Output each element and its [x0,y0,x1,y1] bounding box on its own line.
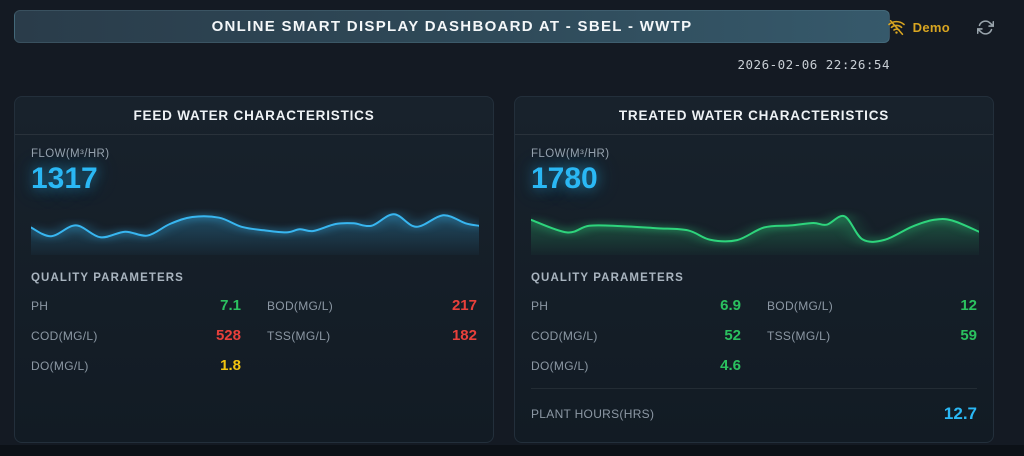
parameter-label: PH [531,298,549,313]
parameter-value: 12 [960,297,977,314]
feed-flow-trend-chart [31,205,479,255]
page-title: ONLINE SMART DISPLAY DASHBOARD AT - SBEL… [211,18,693,35]
feed-flow-value: 1317 [31,162,98,195]
parameter-row-bod: BOD(MG/L) 217 [267,291,477,321]
treated-flow-value: 1780 [531,162,598,195]
parameter-value: 6.9 [720,297,741,314]
feed-flow-label: FLOW(M³/HR) [31,148,110,160]
treated-chart-area [531,215,979,255]
parameter-row-ph: PH 7.1 [31,291,241,321]
dashboard-title-bar: ONLINE SMART DISPLAY DASHBOARD AT - SBEL… [14,10,890,43]
parameter-label: COD(MG/L) [531,328,598,343]
feed-card-body: FLOW(M³/HR) 1317 QUALITY PARAMETERS PH 7… [15,135,493,381]
parameter-label: PH [31,298,49,313]
bottom-band [0,445,1024,456]
current-datetime: 2026-02-06 22:26:54 [737,57,890,72]
parameter-value: 1.8 [220,357,241,374]
treated-chart-line [531,215,979,241]
parameter-row-bod: BOD(MG/L) 12 [767,291,977,321]
parameter-value: 182 [451,327,477,344]
treated-card-body: FLOW(M³/HR) 1780 QUALITY PARAMETERS PH 6… [515,135,993,424]
treated-card-header: TREATED WATER CHARACTERISTICS [515,97,993,135]
parameter-label: BOD(MG/L) [767,298,834,313]
refresh-button[interactable] [977,19,994,36]
parameter-row-do: DO(MG/L) 1.8 [31,351,241,381]
feed-chart-area [31,213,479,255]
treated-flow-label: FLOW(M³/HR) [531,148,610,160]
parameter-row-cod: COD(MG/L) 52 [531,321,741,351]
treated-card-title: TREATED WATER CHARACTERISTICS [618,108,890,123]
wifi-off-icon [887,19,905,35]
parameter-row-tss: TSS(MG/L) 59 [767,321,977,351]
parameter-label: TSS(MG/L) [267,328,331,343]
parameter-row-cod: COD(MG/L) 528 [31,321,241,351]
feed-water-card: FEED WATER CHARACTERISTICS FLOW(M³/HR) 1… [14,96,494,443]
parameter-row-ph: PH 6.9 [531,291,741,321]
parameter-value: 528 [215,327,241,344]
parameter-label: TSS(MG/L) [767,328,831,343]
treated-flow-trend-chart [531,205,979,255]
parameter-value: 217 [451,297,477,314]
treated-parameter-grid: PH 6.9 BOD(MG/L) 12 COD(MG/L) 52 TSS(MG/… [531,291,977,381]
parameter-row-do: DO(MG/L) 4.6 [531,351,741,381]
plant-hours-value: 12.7 [943,403,977,423]
parameter-label: DO(MG/L) [531,358,589,373]
feed-card-header: FEED WATER CHARACTERISTICS [15,97,493,135]
parameter-value: 4.6 [720,357,741,374]
connection-status: Demo [887,14,994,40]
parameter-label: COD(MG/L) [31,328,98,343]
parameter-label: DO(MG/L) [31,358,89,373]
treated-water-card: TREATED WATER CHARACTERISTICS FLOW(M³/HR… [514,96,994,443]
cards-row: FEED WATER CHARACTERISTICS FLOW(M³/HR) 1… [14,96,994,443]
plant-hours-row: PLANT HOURS(HRS) 12.7 [531,387,977,424]
feed-card-title: FEED WATER CHARACTERISTICS [133,108,375,123]
feed-parameter-grid: PH 7.1 BOD(MG/L) 217 COD(MG/L) 528 TSS(M… [31,291,477,381]
feed-chart-line [31,214,479,237]
parameter-row-tss: TSS(MG/L) 182 [267,321,477,351]
parameter-value: 52 [724,327,741,344]
parameter-value: 7.1 [220,297,241,314]
parameter-value: 59 [960,327,977,344]
plant-hours-label: PLANT HOURS(HRS) [531,406,655,421]
demo-mode-label: Demo [912,19,950,35]
feed-quality-parameters-title: QUALITY PARAMETERS [31,271,184,284]
refresh-icon [977,19,994,35]
treated-quality-parameters-title: QUALITY PARAMETERS [531,271,684,284]
parameter-label: BOD(MG/L) [267,298,334,313]
